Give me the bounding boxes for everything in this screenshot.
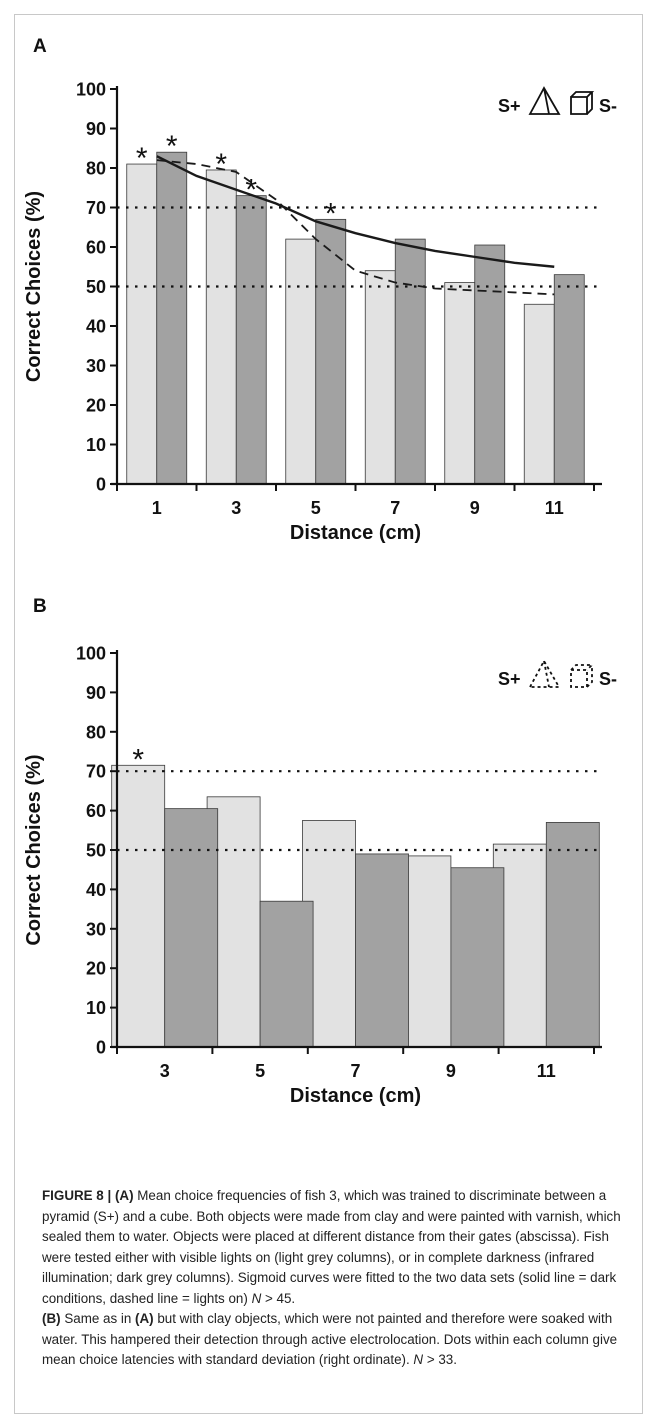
y-tick-label-90: 90 xyxy=(86,683,106,703)
caption-segment: but with clay objects, which were not pa… xyxy=(42,1311,618,1367)
bar-dark-9 xyxy=(474,244,506,485)
x-tick-label-7: 7 xyxy=(390,498,400,518)
bar-light-7 xyxy=(364,270,396,485)
caption-segment: (A) xyxy=(114,1188,134,1203)
y-tick-label-70: 70 xyxy=(86,762,106,782)
x-axis-title: Distance (cm) xyxy=(290,1085,421,1107)
x-tick-label-7: 7 xyxy=(350,1061,360,1081)
y-tick-label-60: 60 xyxy=(86,238,106,258)
significance-star-1-light: * xyxy=(136,142,148,175)
panel-b-label: B xyxy=(33,596,47,617)
x-tick-label-3: 3 xyxy=(231,498,241,518)
bar-dark-7 xyxy=(394,238,426,485)
bar-dark-9 xyxy=(450,867,505,1048)
figure-caption: FIGURE 8 | (A) Mean choice frequencies o… xyxy=(42,1186,632,1371)
legend-s-minus-label: S- xyxy=(599,96,617,116)
y-tick-label-50: 50 xyxy=(86,277,106,297)
bar-light-1 xyxy=(126,163,158,485)
significance-star-5-dark: * xyxy=(325,197,337,230)
cube-icon xyxy=(570,91,595,115)
x-axis-title: Distance (cm) xyxy=(290,522,421,544)
x-tick-label-11: 11 xyxy=(537,1061,556,1081)
y-tick-label-100: 100 xyxy=(76,80,106,100)
y-tick-label-70: 70 xyxy=(86,198,106,218)
pyramid-icon xyxy=(528,86,561,115)
significance-star-1-dark: * xyxy=(166,130,178,163)
panel-a-label: A xyxy=(33,36,47,57)
panel-a-chart: * * * * * 0 10 20 30 40 50 60 70 80 90 100 1 3 5 7 9 11 Distan… xyxy=(23,80,617,545)
x-tick-label-9: 9 xyxy=(470,498,480,518)
caption-segment: N xyxy=(413,1352,424,1367)
y-tick-label-40: 40 xyxy=(86,317,106,337)
y-tick-label-20: 20 xyxy=(86,959,106,979)
y-tick-label-80: 80 xyxy=(86,722,106,742)
bar-dark-3 xyxy=(164,808,219,1048)
y-tick-label-10: 10 xyxy=(86,435,106,455)
y-tick-label-100: 100 xyxy=(76,644,106,664)
x-tick-label-9: 9 xyxy=(446,1061,456,1081)
bar-dark-5 xyxy=(259,900,314,1048)
caption-segment: > 33. xyxy=(423,1352,457,1367)
caption-segment: (A) xyxy=(135,1311,154,1326)
caption-figure-label: FIGURE 8 | xyxy=(42,1188,115,1203)
y-tick-label-0: 0 xyxy=(96,1038,106,1058)
bar-light-5 xyxy=(285,238,317,485)
legend-s-plus-label: S+ xyxy=(498,669,521,689)
x-tick-label-3: 3 xyxy=(160,1061,170,1081)
significance-star-3-light: * xyxy=(132,743,144,776)
bar-light-3 xyxy=(111,764,166,1048)
fit-curve-solid xyxy=(156,155,555,268)
x-tick-label-11: 11 xyxy=(545,498,564,518)
bar-dark-3 xyxy=(235,195,267,485)
y-tick-label-0: 0 xyxy=(96,475,106,495)
significance-star-3-light: * xyxy=(215,148,227,181)
fit-curve-dashed xyxy=(156,159,555,296)
y-tick-label-40: 40 xyxy=(86,880,106,900)
x-tick-label-5: 5 xyxy=(311,498,321,518)
bar-light-11 xyxy=(523,303,555,485)
caption-segment: > 45. xyxy=(261,1290,296,1306)
bar-light-9 xyxy=(444,282,476,485)
caption-segment: Same as in xyxy=(60,1311,136,1326)
significance-star-3-dark: * xyxy=(245,174,257,207)
y-tick-label-10: 10 xyxy=(86,998,106,1018)
y-tick-label-80: 80 xyxy=(86,159,106,179)
y-axis-title: Correct Choices (%) xyxy=(23,754,45,945)
bar-light-3 xyxy=(205,169,237,485)
bar-dark-1 xyxy=(156,151,188,485)
y-tick-label-60: 60 xyxy=(86,801,106,821)
bar-dark-11 xyxy=(545,822,600,1048)
y-tick-label-30: 30 xyxy=(86,356,106,376)
figure-frame xyxy=(14,14,643,1414)
y-tick-label-90: 90 xyxy=(86,119,106,139)
y-tick-label-20: 20 xyxy=(86,396,106,416)
y-axis-title: Correct Choices (%) xyxy=(23,191,45,382)
x-tick-label-5: 5 xyxy=(255,1061,265,1081)
legend-s-plus-label: S+ xyxy=(498,96,521,116)
bar-dark-7 xyxy=(355,853,409,1048)
caption-segment: (B) xyxy=(42,1311,61,1326)
y-tick-label-30: 30 xyxy=(86,919,106,939)
legend-s-minus-label: S- xyxy=(599,669,617,689)
bar-dark-11 xyxy=(553,274,585,485)
y-tick-label-50: 50 xyxy=(86,841,106,861)
caption-segment: N xyxy=(251,1290,262,1306)
cube-icon xyxy=(570,664,595,688)
caption-segment: Mean choice frequencies of fish 3, which… xyxy=(42,1188,621,1306)
pyramid-icon xyxy=(528,659,561,688)
x-tick-label-1: 1 xyxy=(152,498,162,518)
panel-b-chart: * 0 10 20 30 40 50 60 70 80 90 100 3 5 7 9 11 Distance (c… xyxy=(23,644,617,1108)
